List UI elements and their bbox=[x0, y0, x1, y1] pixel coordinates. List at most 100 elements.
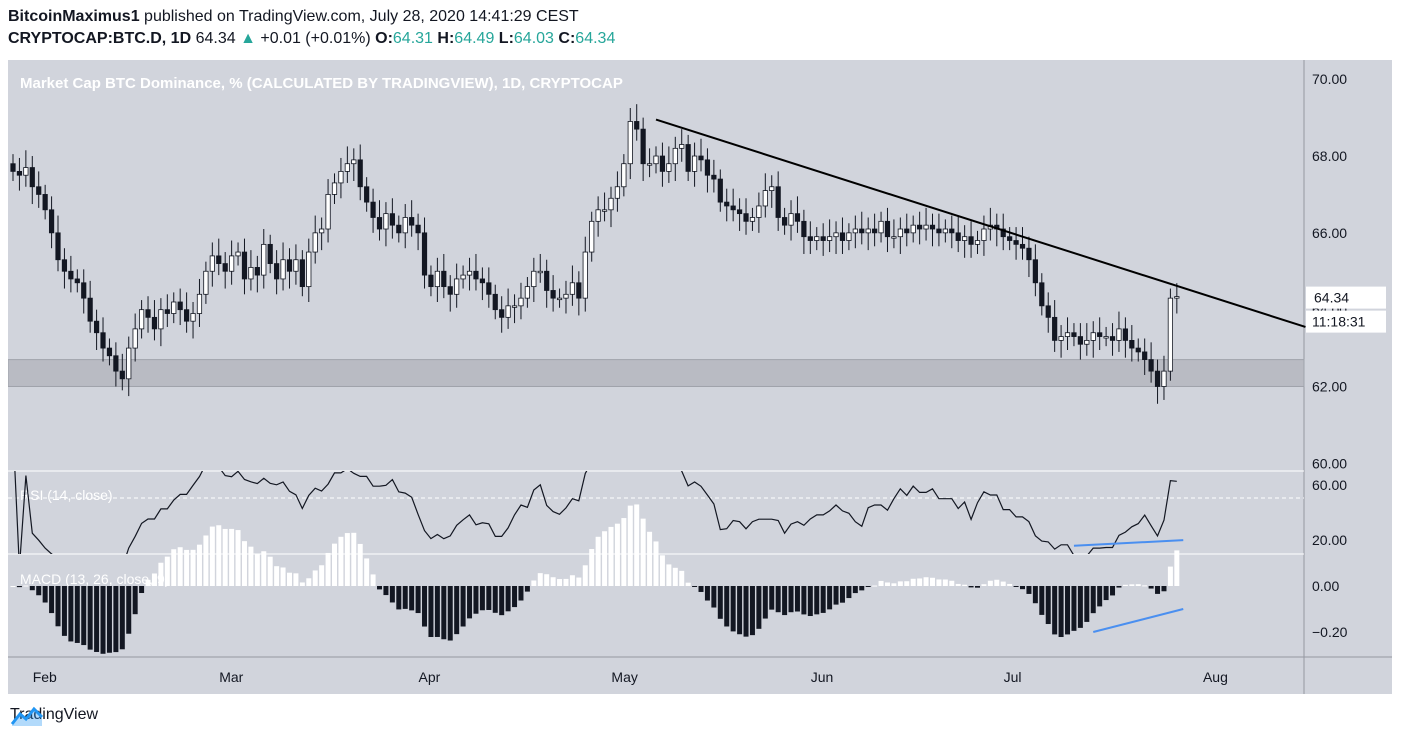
macd-histogram-bar bbox=[910, 578, 916, 586]
candle-body bbox=[769, 186, 775, 191]
x-tick-label: May bbox=[611, 669, 637, 685]
macd-histogram-bar bbox=[454, 586, 460, 635]
chart-area[interactable]: Market Cap BTC Dominance, % (CALCULATED … bbox=[8, 60, 1392, 694]
candle-body bbox=[331, 182, 338, 195]
macd-histogram-bar bbox=[158, 562, 164, 586]
macd-histogram-bar bbox=[563, 578, 569, 586]
candle-body bbox=[917, 224, 923, 230]
macd-histogram-bar bbox=[801, 586, 807, 615]
macd-histogram-bar bbox=[402, 586, 408, 609]
macd-histogram-bar bbox=[685, 582, 691, 586]
macd-histogram-bar bbox=[68, 586, 74, 642]
candle-body bbox=[222, 263, 228, 272]
macd-histogram-bar bbox=[81, 586, 87, 646]
candle-body bbox=[151, 316, 158, 330]
candle-body bbox=[338, 170, 344, 184]
macd-histogram-bar bbox=[987, 580, 993, 586]
candle-body bbox=[782, 217, 788, 226]
candle-body bbox=[801, 220, 807, 238]
macd-histogram-bar bbox=[1142, 585, 1148, 587]
chart-canvas[interactable]: Market Cap BTC Dominance, % (CALCULATED … bbox=[8, 60, 1392, 694]
macd-histogram-bar bbox=[968, 586, 974, 588]
candle-body bbox=[1013, 240, 1019, 245]
macd-histogram-bar bbox=[177, 547, 183, 586]
macd-histogram-bar bbox=[794, 586, 800, 612]
candle-body bbox=[1052, 316, 1058, 341]
author-name[interactable]: BitcoinMaximus1 bbox=[8, 8, 140, 25]
candle-body bbox=[531, 270, 537, 288]
macd-histogram-bar bbox=[1007, 583, 1013, 586]
candle-body bbox=[389, 213, 395, 226]
candle-body bbox=[158, 309, 164, 330]
candle-body bbox=[473, 270, 479, 280]
candle-body bbox=[749, 217, 756, 222]
macd-histogram-bar bbox=[479, 586, 485, 611]
macd-histogram-bar bbox=[1167, 566, 1173, 586]
macd-histogram-bar bbox=[852, 586, 858, 594]
x-tick-label: Aug bbox=[1203, 669, 1228, 685]
candle-body bbox=[968, 236, 974, 245]
candle-body bbox=[132, 328, 138, 349]
candle-body bbox=[1161, 370, 1167, 387]
x-tick-label: Jul bbox=[1004, 669, 1022, 685]
candle-body bbox=[190, 313, 196, 322]
chart-header: BitcoinMaximus1 published on TradingView… bbox=[8, 6, 615, 50]
candle-body bbox=[1103, 336, 1109, 339]
candle-body bbox=[1122, 328, 1128, 341]
macd-histogram-bar bbox=[196, 544, 202, 586]
rsi-line bbox=[14, 471, 1177, 554]
candle-body bbox=[106, 347, 113, 357]
candle-body bbox=[1116, 328, 1122, 341]
macd-histogram-bar bbox=[344, 533, 350, 586]
macd-histogram-bar bbox=[1148, 586, 1154, 589]
candle-body bbox=[319, 228, 325, 234]
macd-histogram-bar bbox=[679, 570, 685, 586]
macd-label: MACD (13, 26, close, 9) bbox=[20, 571, 169, 587]
macd-histogram-bar bbox=[512, 586, 518, 608]
macd-histogram-bar bbox=[582, 565, 588, 586]
candle-body bbox=[1154, 370, 1161, 387]
candle-body bbox=[1167, 297, 1173, 372]
candle-body bbox=[807, 236, 813, 241]
candle-body bbox=[460, 274, 466, 280]
macd-histogram-bar bbox=[36, 586, 42, 596]
macd-histogram-bar bbox=[569, 575, 575, 586]
candle-body bbox=[196, 293, 203, 314]
macd-histogram-bar bbox=[730, 586, 736, 632]
price-axis-bg bbox=[1304, 60, 1392, 694]
macd-histogram-bar bbox=[994, 579, 1000, 586]
candle-body bbox=[1129, 340, 1135, 349]
candle-body bbox=[466, 270, 473, 276]
macd-histogram-bar bbox=[396, 586, 402, 610]
candle-body bbox=[589, 220, 595, 253]
macd-histogram-bar bbox=[775, 586, 781, 613]
candle-body bbox=[550, 290, 556, 299]
macd-histogram-bar bbox=[692, 586, 698, 587]
candle-body bbox=[261, 243, 267, 276]
candle-body bbox=[119, 370, 125, 380]
price-tick-label: 62.00 bbox=[1312, 378, 1347, 394]
candle-body bbox=[730, 205, 736, 211]
macd-histogram-bar bbox=[364, 558, 370, 586]
macd-histogram-bar bbox=[286, 572, 292, 586]
candle-body bbox=[974, 240, 981, 245]
candle-body bbox=[839, 232, 846, 241]
price-change: +0.01 (+0.01%) bbox=[260, 30, 371, 47]
candle-body bbox=[865, 228, 871, 234]
candle-body bbox=[286, 259, 293, 272]
macd-histogram-bar bbox=[1032, 586, 1038, 604]
publish-line: BitcoinMaximus1 published on TradingView… bbox=[8, 6, 615, 28]
macd-histogram-bar bbox=[139, 586, 145, 594]
macd-histogram-bar bbox=[544, 574, 550, 586]
candle-body bbox=[775, 186, 781, 218]
candle-body bbox=[1026, 247, 1032, 261]
candle-body bbox=[711, 174, 717, 180]
candle-body bbox=[499, 309, 505, 318]
macd-histogram-bar bbox=[724, 586, 730, 627]
macd-histogram-bar bbox=[833, 586, 839, 605]
x-tick-label: Apr bbox=[419, 669, 441, 685]
up-arrow-icon: ▲ bbox=[240, 30, 256, 47]
macd-histogram-bar bbox=[499, 586, 505, 616]
macd-histogram-bar bbox=[550, 577, 556, 586]
macd-histogram-bar bbox=[203, 535, 209, 586]
